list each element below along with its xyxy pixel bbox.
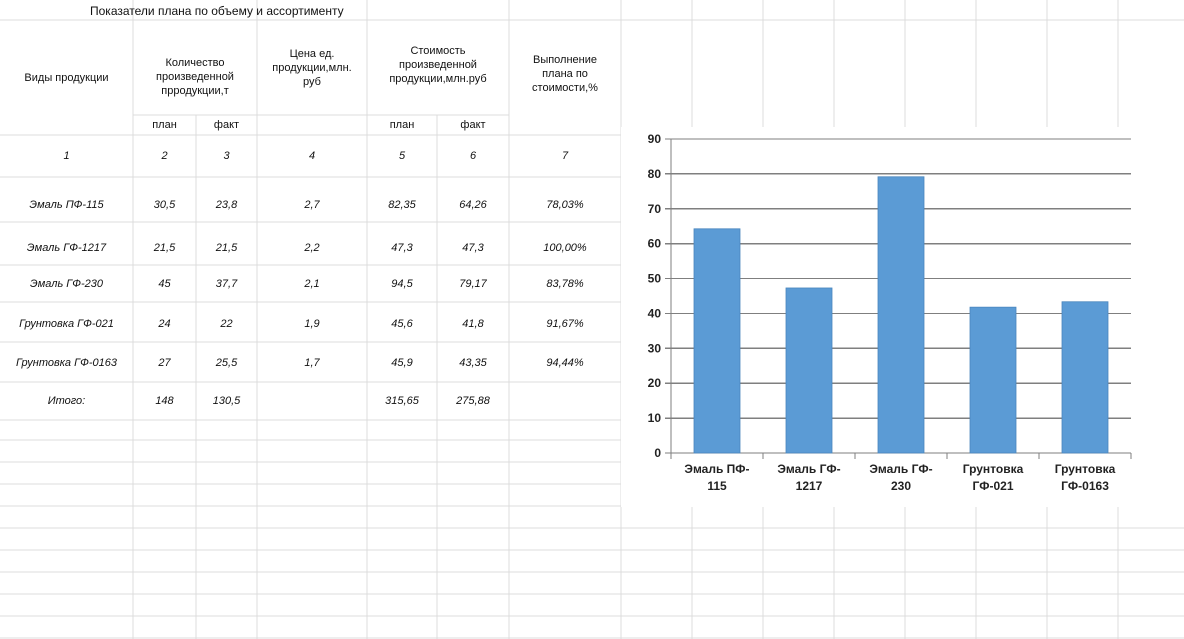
header-cost-plan[interactable]: план [389, 119, 415, 131]
header-cost[interactable]: Стоимость произведенной продукции,млн.ру… [389, 44, 487, 85]
row-qty-fact[interactable]: 37,7 [215, 278, 238, 290]
row-product-name[interactable]: Грунтовка ГФ-021 [19, 318, 114, 330]
row-qty-fact[interactable]: 23,8 [215, 199, 238, 211]
row-product-name[interactable]: Эмаль ГФ-1217 [26, 242, 107, 254]
y-tick-label: 30 [648, 341, 662, 355]
column-number-cell[interactable]: 2 [161, 150, 168, 162]
header-execution[interactable]: Выполнение плана по стоимости,% [532, 53, 598, 94]
y-tick-label: 0 [654, 446, 661, 460]
chart-bar[interactable] [969, 306, 1017, 454]
chart-bar[interactable] [693, 228, 741, 454]
row-execution-pct[interactable]: 100,00% [543, 242, 587, 254]
total-qty-plan[interactable]: 148 [155, 395, 174, 407]
row-cost-fact[interactable]: 41,8 [462, 318, 484, 330]
x-tick-label: ГФ-021 [972, 479, 1013, 493]
row-product-name[interactable]: Грунтовка ГФ-0163 [16, 357, 117, 369]
total-qty-fact[interactable]: 130,5 [212, 395, 241, 407]
row-execution-pct[interactable]: 94,44% [546, 357, 584, 369]
column-number-cell[interactable]: 4 [308, 150, 316, 162]
row-price[interactable]: 2,2 [304, 242, 320, 254]
row-qty-plan[interactable]: 21,5 [153, 242, 176, 254]
x-tick-label: Эмаль ГФ- [777, 462, 840, 476]
row-cost-plan[interactable]: 82,35 [388, 199, 416, 211]
row-cost-plan[interactable]: 45,9 [391, 357, 413, 369]
chart-bar[interactable] [785, 287, 833, 454]
row-qty-plan[interactable]: 24 [158, 318, 171, 330]
header-qty-fact[interactable]: факт [213, 119, 240, 131]
header-price[interactable]: Цена ед. продукции,млн. руб [272, 47, 352, 88]
row-qty-plan[interactable]: 30,5 [153, 199, 176, 211]
x-tick-label: Грунтовка [1055, 462, 1116, 476]
y-tick-label: 50 [648, 272, 662, 286]
row-cost-fact[interactable]: 47,3 [462, 242, 484, 254]
row-price[interactable]: 2,7 [304, 199, 320, 211]
row-cost-fact[interactable]: 64,26 [459, 199, 487, 211]
row-qty-fact[interactable]: 21,5 [215, 242, 238, 254]
row-price[interactable]: 1,9 [304, 318, 320, 330]
total-label[interactable]: Итого: [47, 395, 86, 407]
x-tick-label: Грунтовка [963, 462, 1024, 476]
chart-bar[interactable] [1061, 301, 1109, 454]
row-execution-pct[interactable]: 91,67% [546, 318, 584, 330]
row-execution-pct[interactable]: 78,03% [546, 199, 584, 211]
row-price[interactable]: 2,1 [304, 278, 320, 290]
x-tick-label: Эмаль ГФ- [869, 462, 932, 476]
x-tick-label: 230 [891, 479, 911, 493]
total-cost-fact[interactable]: 275,88 [456, 395, 490, 407]
row-product-name[interactable]: Эмаль ГФ-230 [29, 278, 104, 290]
row-product-name[interactable]: Эмаль ПФ-115 [29, 199, 104, 211]
row-cost-plan[interactable]: 94,5 [391, 278, 413, 290]
total-cost-plan[interactable]: 315,65 [385, 395, 419, 407]
column-number-cell[interactable]: 5 [398, 150, 406, 162]
row-qty-plan[interactable]: 45 [158, 278, 171, 290]
column-number-cell[interactable]: 1 [63, 150, 70, 162]
row-qty-fact[interactable]: 25,5 [215, 357, 238, 369]
column-number-cell[interactable]: 6 [469, 150, 477, 162]
row-cost-fact[interactable]: 43,35 [459, 357, 487, 369]
y-tick-label: 70 [648, 202, 662, 216]
header-cost-fact[interactable]: факт [460, 119, 486, 131]
x-tick-label: Эмаль ПФ- [684, 462, 749, 476]
column-number-cell[interactable]: 7 [561, 150, 569, 162]
row-qty-fact[interactable]: 22 [220, 318, 233, 330]
y-tick-label: 60 [648, 237, 662, 251]
x-tick-label: ГФ-0163 [1061, 479, 1109, 493]
header-qty-plan[interactable]: план [152, 119, 177, 131]
row-cost-plan[interactable]: 47,3 [391, 242, 413, 254]
header-quantity[interactable]: Количество произведенной прродукции,т [156, 56, 234, 97]
row-qty-plan[interactable]: 27 [158, 357, 171, 369]
embedded-bar-chart[interactable]: 0 10 20 30 40 50 60 70 80 90 Эмаль ПФ- 115 Эмаль ГФ-… [621, 127, 1184, 507]
x-tick-label: 1217 [796, 479, 823, 493]
header-product[interactable]: Виды продукции [24, 71, 109, 84]
bar-chart-svg: 0 10 20 30 40 50 60 70 80 90 Эмаль ПФ- 115 Эмаль ГФ-… [648, 132, 1132, 493]
table-title[interactable]: Показатели плана по объему и ассортимент… [90, 4, 344, 18]
x-tick-label: 115 [707, 479, 727, 493]
row-execution-pct[interactable]: 83,78% [546, 278, 584, 290]
y-tick-label: 20 [648, 376, 662, 390]
row-price[interactable]: 1,7 [304, 357, 320, 369]
row-cost-fact[interactable]: 79,17 [459, 278, 487, 290]
y-tick-label: 80 [648, 167, 662, 181]
column-number-cell[interactable]: 3 [223, 150, 230, 162]
y-tick-label: 10 [648, 411, 662, 425]
y-tick-label: 40 [648, 306, 662, 320]
chart-bar[interactable] [877, 176, 925, 454]
row-cost-plan[interactable]: 45,6 [391, 318, 413, 330]
y-tick-label: 90 [648, 132, 662, 146]
